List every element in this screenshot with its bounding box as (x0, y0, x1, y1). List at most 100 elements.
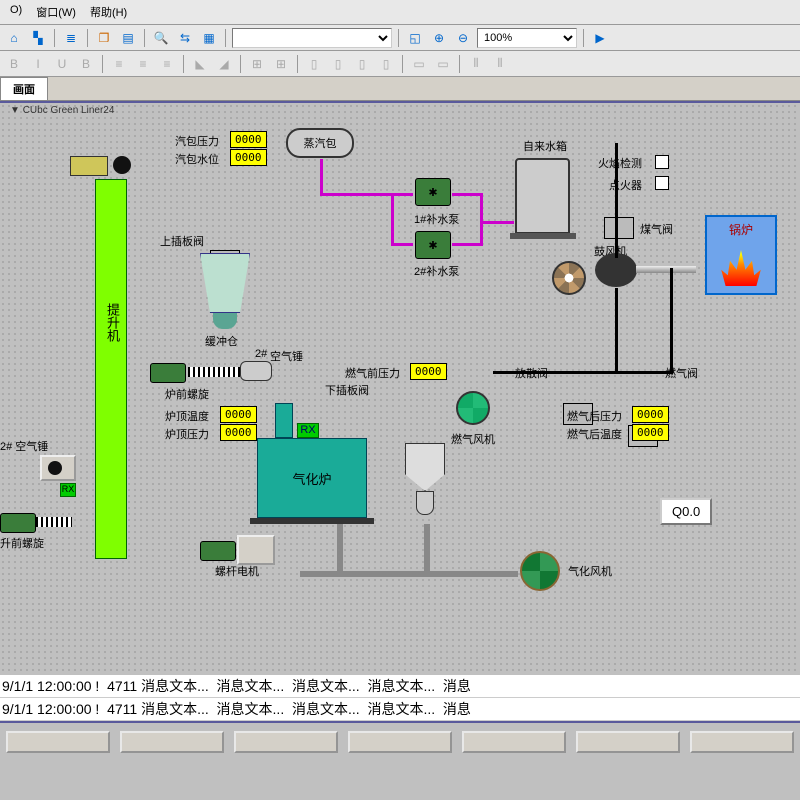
task-btn-1[interactable] (6, 731, 110, 753)
value-furnace-top-temp: 0000 (220, 406, 257, 423)
value-drum-level: 0000 (230, 149, 267, 166)
boiler: 锅炉 (705, 215, 777, 295)
align-right-icon: ≡ (157, 54, 177, 74)
elevator (95, 179, 127, 559)
pump1: ✱ (415, 178, 451, 206)
lift-spiral-bar (36, 517, 72, 527)
q-button[interactable]: Q0.0 (660, 498, 712, 525)
task-btn-5[interactable] (462, 731, 566, 753)
label-igniter: 点火器 (609, 177, 642, 193)
pipe-m7 (480, 221, 514, 224)
label-air-hammer-part: 2# (255, 348, 267, 360)
run-icon[interactable]: ▶ (590, 28, 610, 48)
menu-bar: O) 窗口(W) 帮助(H) (0, 0, 800, 25)
bold-icon: B (4, 54, 24, 74)
pipe-m6 (480, 193, 483, 246)
msg-row-1: 9/1/1 12:00:00 ! 4711 消息文本... 消息文本... 消息… (0, 675, 800, 698)
menu-window[interactable]: 窗口(W) (30, 2, 82, 22)
value-gas-post-temp: 0000 (632, 424, 669, 441)
spiral-bar (188, 367, 240, 377)
tab-main[interactable]: 画面 (0, 77, 48, 100)
task-btn-2[interactable] (120, 731, 224, 753)
blower-body (595, 253, 637, 287)
zoom-out-icon[interactable]: ⊖ (453, 28, 473, 48)
furnace-spiral-motor (150, 363, 186, 383)
pipe-b1 (615, 143, 618, 258)
value-gas-post-press: 0000 (632, 406, 669, 423)
buffer-bin (200, 253, 250, 313)
label-lower-valve: 下插板阀 (325, 382, 369, 398)
value-drum-pressure: 0000 (230, 131, 267, 148)
elevator-top-motor (70, 156, 108, 176)
paste-icon[interactable]: ▤ (118, 28, 138, 48)
fire-icon (719, 250, 763, 286)
nav-icon[interactable]: ⌂ (4, 28, 24, 48)
grid-icon[interactable]: ▦ (199, 28, 219, 48)
blower-fan (552, 261, 586, 295)
list-icon[interactable]: ≣ (61, 28, 81, 48)
align-center-icon: ≡ (133, 54, 153, 74)
gas-blower-fan (456, 391, 490, 425)
pipe-m5b (452, 243, 482, 246)
label-gas-pre-pressure: 燃气前压力 (345, 365, 400, 381)
layer1-icon: ▭ (409, 54, 429, 74)
menu-partial[interactable]: O) (4, 2, 28, 22)
toolbar-2: B I U B ≡ ≡ ≡ ◣ ◢ ⊞ ⊞ ▯ ▯ ▯ ▯ ▭ ▭ ⫴ ⫴ (0, 51, 800, 77)
arrange2-icon: ▯ (328, 54, 348, 74)
air-hammer2-wheel (48, 461, 62, 475)
layer2-icon: ▭ (433, 54, 453, 74)
pipe-m3b (391, 193, 413, 196)
pipe-m5 (452, 193, 482, 196)
value-furnace-top-press: 0000 (220, 424, 257, 441)
blower-shaft (636, 266, 696, 273)
water-tank-base (510, 233, 576, 239)
tool-icon[interactable]: ▚ (28, 28, 48, 48)
label-gas-post-temp: 燃气后温度 (567, 426, 622, 442)
label-lift-spiral: 升前螺旋 (0, 535, 44, 551)
find-icon[interactable]: 🔍 (151, 28, 171, 48)
checkbox-flame[interactable] (655, 155, 669, 169)
pipe-horiz (300, 571, 518, 577)
zoom-in-icon[interactable]: ⊕ (429, 28, 449, 48)
menu-help[interactable]: 帮助(H) (84, 2, 133, 22)
task-btn-7[interactable] (690, 731, 794, 753)
zoom-combo[interactable]: 100% (477, 28, 577, 48)
label-upper-valve: 上插板阀 (160, 233, 204, 249)
align-left-icon: ≡ (109, 54, 129, 74)
group1-icon: ⊞ (247, 54, 267, 74)
align-icon[interactable]: ⇆ (175, 28, 195, 48)
pipe-m1 (320, 159, 323, 195)
toolbar-1: ⌂ ▚ ≣ ❐ ▤ 🔍 ⇆ ▦ ◱ ⊕ ⊖ 100% ▶ (0, 25, 800, 51)
dist1-icon: ⫴ (466, 54, 486, 74)
task-btn-4[interactable] (348, 731, 452, 753)
group2-icon: ⊞ (271, 54, 291, 74)
separator (405, 443, 445, 491)
spiral-end (240, 361, 272, 381)
font-combo[interactable] (232, 28, 392, 48)
arrange1-icon: ▯ (304, 54, 324, 74)
msg-row-2: 9/1/1 12:00:00 ! 4711 消息文本... 消息文本... 消息… (0, 698, 800, 721)
gasifier-base (250, 518, 374, 524)
gasifier: 气化炉 (257, 438, 367, 518)
shape1-icon: ◣ (190, 54, 210, 74)
diagram-canvas[interactable]: ▼ CUbc Green Liner24 汽包压力 0000 汽包水位 0000… (0, 101, 800, 721)
copy-icon[interactable]: ❐ (94, 28, 114, 48)
label-water-tank: 自来水箱 (523, 138, 567, 154)
message-log: 9/1/1 12:00:00 ! 4711 消息文本... 消息文本... 消息… (0, 675, 800, 721)
shape2-icon: ◢ (214, 54, 234, 74)
buffer-bottom (213, 313, 237, 329)
label-elevator: 提升机 (103, 303, 122, 342)
gas-fan (520, 551, 560, 591)
label-drum-pressure: 汽包压力 (175, 133, 219, 149)
task-btn-6[interactable] (576, 731, 680, 753)
zoom-fit-icon[interactable]: ◱ (405, 28, 425, 48)
underline-icon: U (52, 54, 72, 74)
label-screw-motor: 螺杆电机 (215, 563, 259, 579)
label-pump2: 2#补水泵 (414, 263, 459, 279)
pipe-down2 (424, 524, 430, 574)
label-boiler: 锅炉 (707, 221, 775, 238)
checkbox-igniter[interactable] (655, 176, 669, 190)
coal-valve (604, 217, 634, 239)
task-btn-3[interactable] (234, 731, 338, 753)
separator-bottom (416, 491, 434, 515)
